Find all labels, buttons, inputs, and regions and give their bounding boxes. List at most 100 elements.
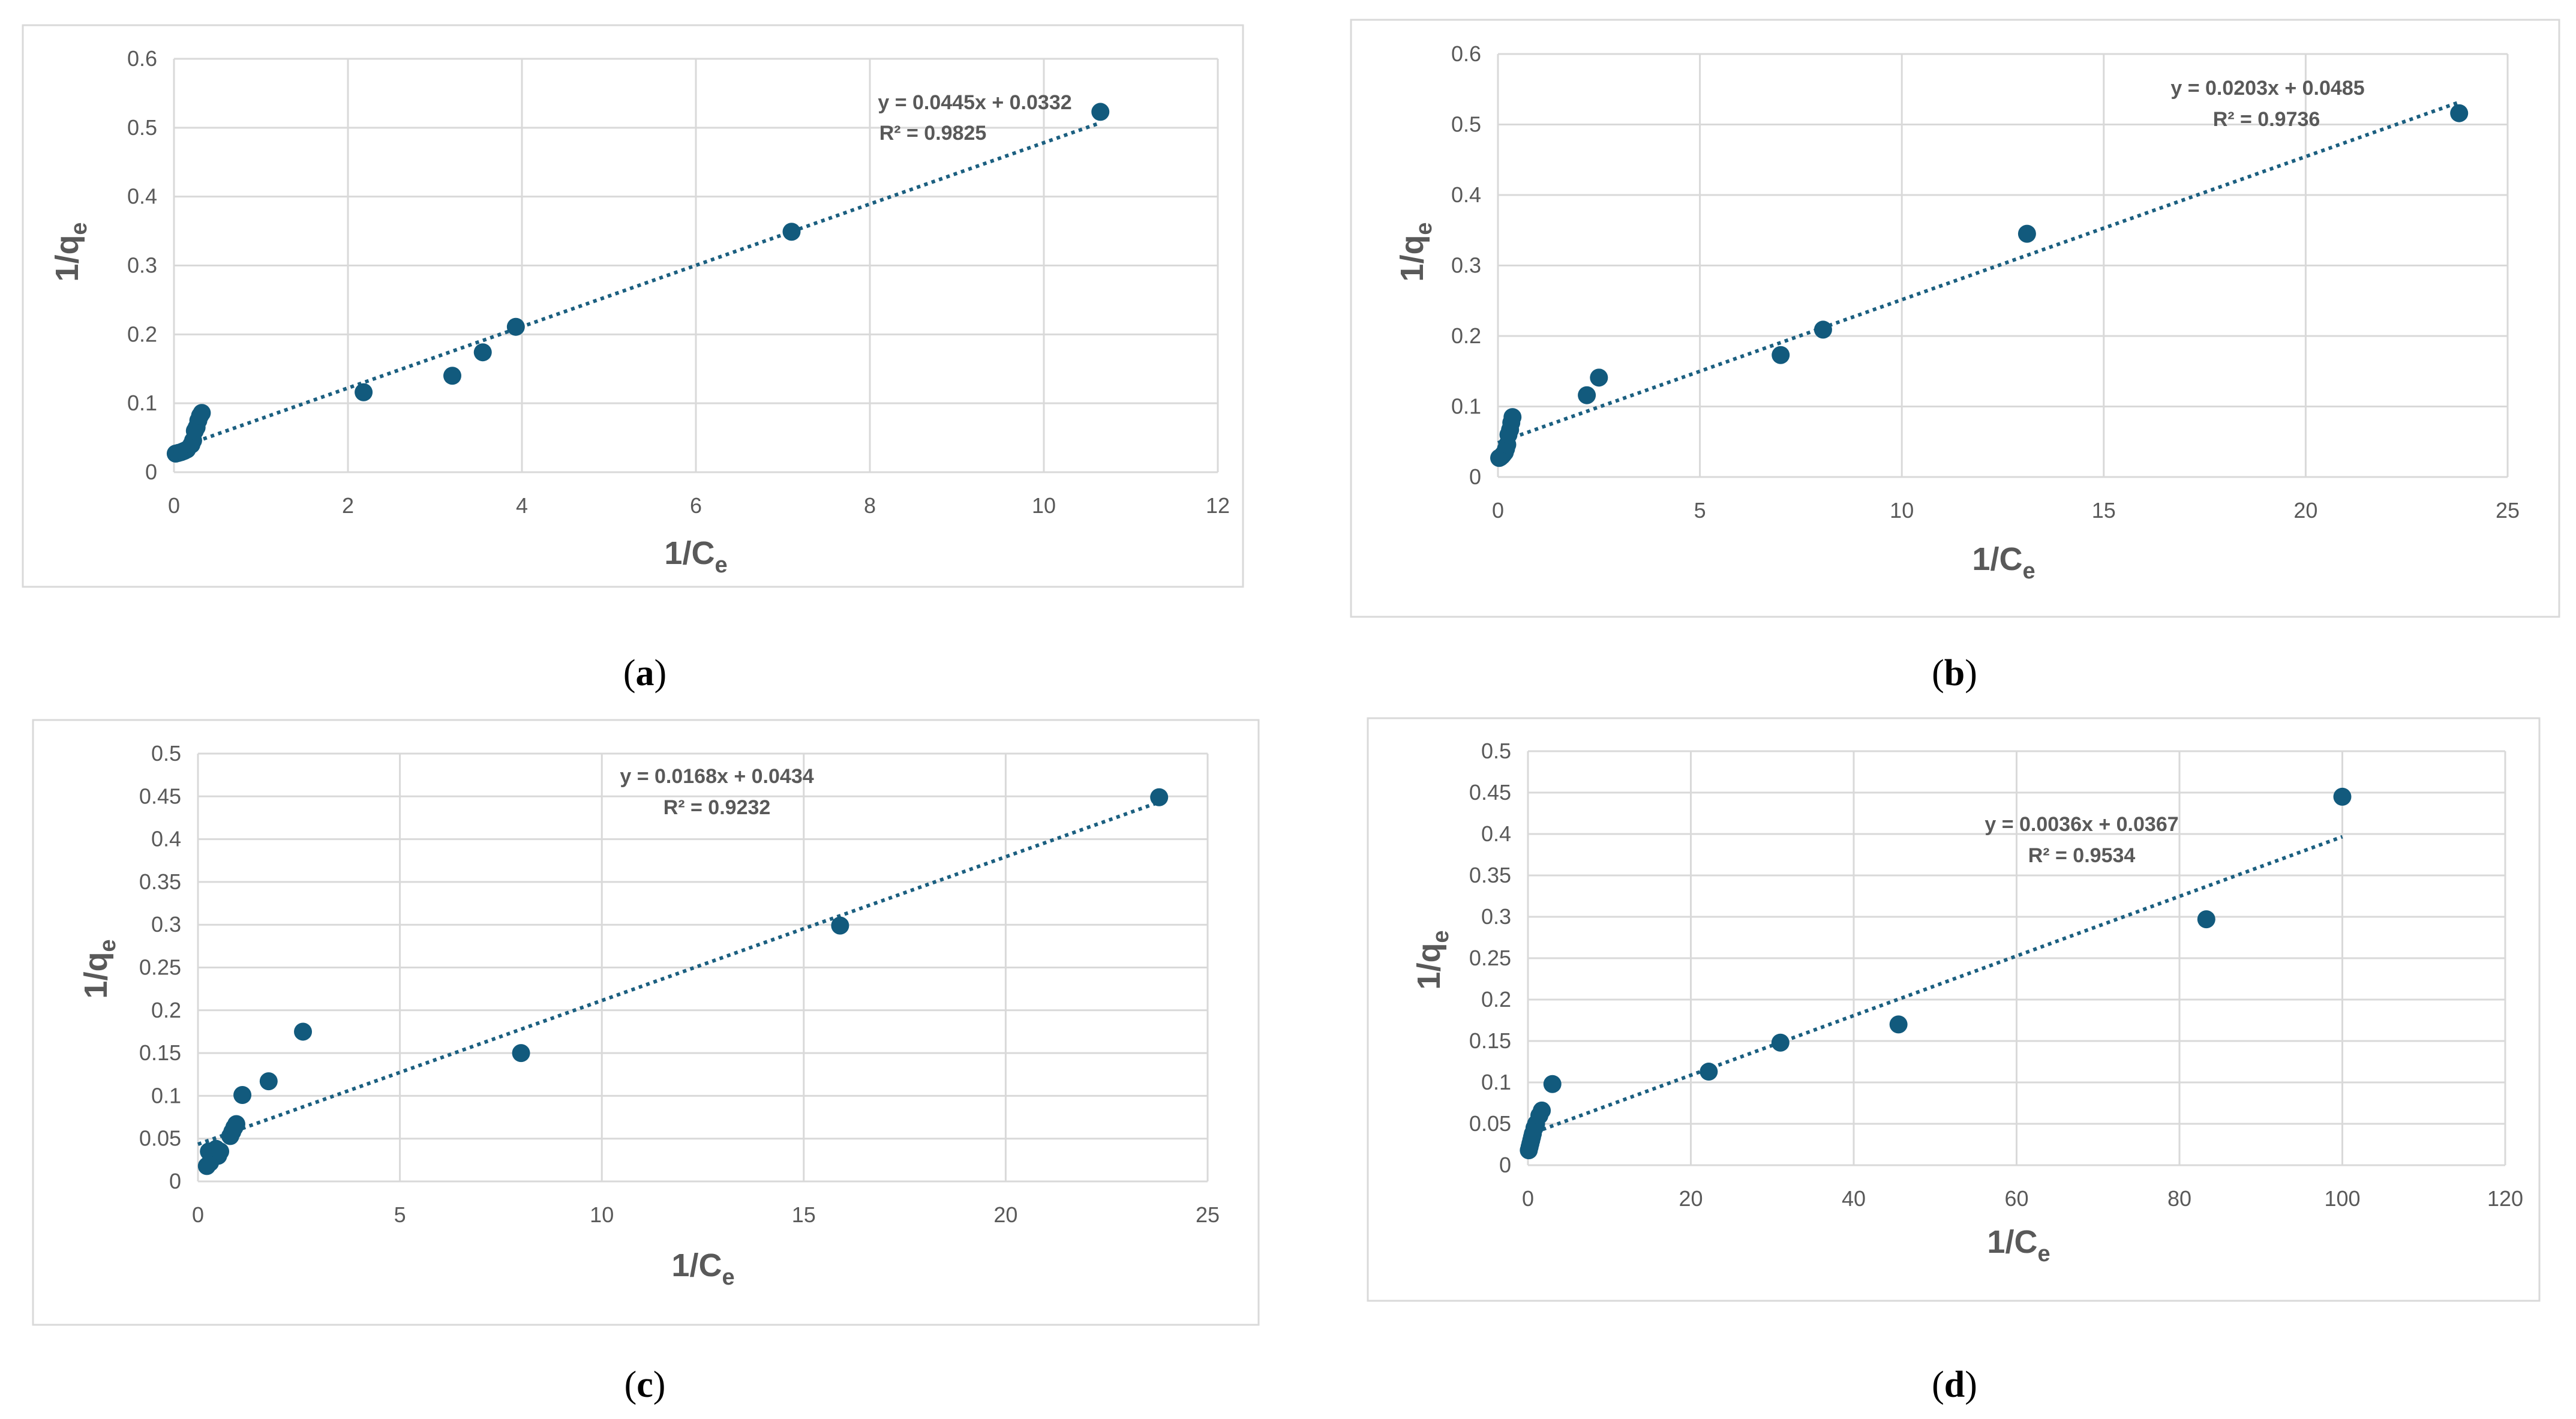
- y-tick-label: 0.5: [1451, 112, 1481, 137]
- y-tick-label: 0.4: [127, 184, 157, 209]
- x-tick-label: 0: [168, 493, 180, 518]
- caption-letter: d: [1944, 1364, 1965, 1405]
- x-axis-title-a: 1/Ce: [664, 535, 727, 578]
- caption-close-paren: ): [1965, 653, 1977, 694]
- y-tick-label: 0.3: [1451, 253, 1481, 278]
- y-axis-title-b: 1/qe: [1394, 222, 1437, 281]
- gridlines-d: [1527, 750, 2506, 1166]
- x-axis-title-a-main: 1/C: [664, 535, 714, 571]
- data-point: [1578, 386, 1596, 404]
- data-point: [227, 1115, 245, 1133]
- y-axis-title-b-subscript: e: [1412, 222, 1437, 235]
- caption-letter: c: [637, 1364, 653, 1405]
- x-axis-title-c-main: 1/C: [671, 1247, 722, 1283]
- y-tick-label: 0.35: [139, 869, 181, 894]
- y-tick-label: 0.5: [127, 115, 157, 140]
- x-tick-label: 8: [864, 493, 876, 518]
- x-tick-label: 60: [2004, 1186, 2028, 1211]
- y-tick-label: 0.2: [127, 322, 157, 346]
- data-point: [512, 1044, 530, 1063]
- data-point: [2333, 787, 2352, 806]
- caption-close-paren: ): [653, 1364, 666, 1405]
- y-tick-label: 0: [1469, 464, 1481, 489]
- x-axis-title-d-subscript: e: [2037, 1241, 2050, 1267]
- caption-letter: a: [636, 653, 654, 694]
- x-tick-label: 0: [192, 1202, 204, 1227]
- y-tick-label: 0.15: [139, 1040, 181, 1065]
- data-points-a: [166, 103, 1110, 463]
- x-tick-label: 4: [516, 493, 528, 518]
- y-tick-label: 0.4: [1481, 821, 1511, 846]
- x-tick-label: 5: [394, 1202, 406, 1227]
- data-point: [1700, 1063, 1718, 1081]
- chart-frame-d: [1367, 717, 2541, 1302]
- panel-c: 0 0.05 0.1 0.15 0.2 0.25 0.3 0.35 0.4 0.45 0.5 0 5 10…: [32, 719, 1260, 1405]
- x-tick-label: 25: [2496, 498, 2520, 523]
- x-tick-label: 10: [1890, 498, 1914, 523]
- y-tick-label: 0.25: [139, 955, 181, 980]
- caption-open-paren: (: [1932, 1364, 1944, 1405]
- y-tick-label: 0.2: [1481, 987, 1511, 1012]
- gridlines-b: [1497, 53, 2509, 478]
- data-point: [259, 1072, 278, 1091]
- x-axis-title-b: 1/Ce: [1972, 541, 2035, 584]
- data-point: [1889, 1015, 1908, 1034]
- x-tick-label: 25: [1196, 1202, 1220, 1227]
- y-tick-label: 0.25: [1469, 946, 1511, 970]
- data-point: [193, 404, 211, 422]
- data-point: [355, 383, 373, 401]
- chart-frame-c: [32, 719, 1260, 1326]
- r-squared-c: R² = 0.9232: [663, 796, 771, 819]
- x-axis-title-c: 1/Ce: [671, 1247, 734, 1290]
- y-tick-label: 0.4: [151, 827, 181, 851]
- y-tick-label: 0.05: [1469, 1111, 1511, 1136]
- data-point: [1503, 408, 1522, 427]
- y-tick-label: 0.05: [139, 1126, 181, 1151]
- data-point: [1772, 346, 1790, 364]
- data-point: [294, 1022, 313, 1041]
- y-axis-title-d-main: 1/q: [1411, 943, 1447, 990]
- y-tick-label: 0.2: [1451, 323, 1481, 348]
- x-tick-label: 120: [2487, 1186, 2523, 1211]
- data-point: [473, 343, 492, 362]
- caption-open-paren: (: [625, 1364, 637, 1405]
- x-tick-label: 40: [1842, 1186, 1866, 1211]
- y-tick-label: 0.5: [151, 741, 181, 766]
- y-axis-title-a-subscript: e: [67, 222, 92, 235]
- trendline-b: [1497, 100, 2460, 445]
- data-point: [1150, 788, 1169, 806]
- y-axis-title-a-main: 1/q: [49, 235, 85, 282]
- y-tick-label: 0: [145, 460, 157, 484]
- data-point: [211, 1142, 230, 1161]
- x-tick-label: 6: [690, 493, 702, 518]
- y-tick-label: 0.6: [127, 46, 157, 71]
- data-point: [831, 916, 849, 935]
- y-tick-label: 0.35: [1469, 863, 1511, 887]
- x-axis-title-b-subscript: e: [2022, 559, 2035, 584]
- x-tick-label: 20: [1679, 1186, 1703, 1211]
- y-tick-label: 0.3: [1481, 904, 1511, 929]
- x-tick-label: 15: [2092, 498, 2116, 523]
- x-axis-title-a-subscript: e: [714, 553, 727, 578]
- x-tick-label: 80: [2167, 1186, 2191, 1211]
- gridlines-a: [173, 58, 1219, 473]
- panel-a: 0 0.1 0.2 0.3 0.4 0.5 0.6 0 2 4 6 8 10 12 y = 0.0445x …: [22, 24, 1244, 694]
- trendline-equation-a: y = 0.0445x + 0.0332: [878, 91, 1071, 114]
- x-tick-label: 100: [2324, 1186, 2360, 1211]
- x-tick-label: 0: [1492, 498, 1504, 523]
- chart-frame-a: [22, 24, 1244, 588]
- data-point: [1590, 368, 1608, 387]
- data-points-d: [1520, 787, 2352, 1160]
- y-axis-title-c-main: 1/q: [78, 952, 114, 999]
- y-axis-title-d: 1/qe: [1411, 930, 1454, 989]
- trendline-equation-c: y = 0.0168x + 0.0434: [620, 765, 813, 788]
- y-axis-title-b-main: 1/q: [1394, 235, 1430, 282]
- trendline-equation-d: y = 0.0036x + 0.0367: [1984, 813, 2178, 836]
- panel-caption-b: (b): [1932, 653, 1977, 694]
- x-tick-label: 20: [2293, 498, 2317, 523]
- x-axis-title-d-main: 1/C: [1987, 1224, 2037, 1260]
- gridlines-c: [197, 752, 1209, 1183]
- data-point: [506, 317, 525, 336]
- r-squared-d: R² = 0.9534: [2028, 844, 2136, 867]
